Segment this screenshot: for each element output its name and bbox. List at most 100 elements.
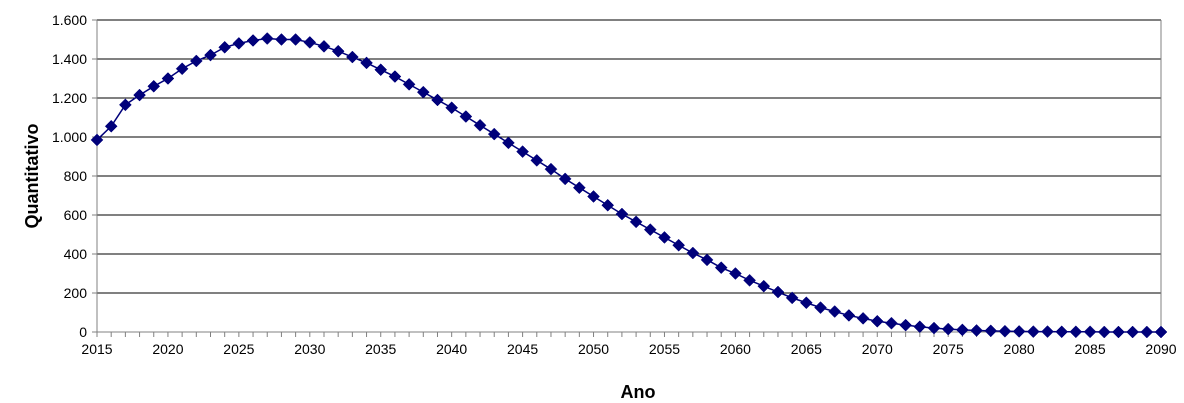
data-point-marker [743, 273, 756, 287]
data-point-marker [331, 44, 345, 58]
data-point-marker [1012, 325, 1026, 338]
y-tick-label: 1.200 [52, 90, 87, 106]
x-tick-label: 2065 [791, 341, 822, 357]
x-tick-label: 2055 [649, 341, 680, 357]
gridlines [97, 19, 1161, 294]
data-point-marker [700, 253, 714, 267]
y-tick-label: 1.000 [52, 129, 87, 145]
data-point-marker [587, 190, 600, 203]
data-point-marker [714, 261, 728, 275]
data-point-marker [147, 79, 161, 93]
y-tick-label: 800 [64, 168, 88, 184]
x-tick-label: 2050 [578, 341, 609, 357]
data-point-marker [502, 136, 515, 150]
data-point-marker [828, 305, 842, 318]
x-tick-label: 2025 [223, 341, 254, 357]
data-point-marker [799, 296, 813, 310]
data-point-marker [133, 88, 146, 102]
data-point-marker [629, 215, 643, 229]
data-point-marker [1041, 325, 1054, 338]
data-point-marker [899, 318, 912, 332]
data-point-marker [516, 145, 529, 158]
data-point-marker [360, 56, 373, 70]
data-point-marker [487, 127, 501, 141]
data-point-marker [346, 50, 359, 64]
data-point-marker [998, 324, 1012, 338]
y-tick-label: 1.600 [52, 12, 87, 28]
data-point-marker [388, 70, 402, 83]
data-point-marker [232, 37, 246, 50]
x-tick-label: 2020 [152, 341, 183, 357]
data-point-marker [970, 324, 983, 337]
data-point-marker [814, 301, 827, 314]
data-point-marker [771, 285, 785, 299]
y-tick-label: 1.400 [52, 51, 87, 67]
data-point-marker [119, 98, 132, 112]
data-point-marker [445, 101, 459, 115]
y-tick-label: 400 [64, 246, 88, 262]
data-point-marker [1083, 325, 1097, 339]
data-point-marker [856, 311, 870, 325]
series-line-group [96, 37, 1161, 333]
data-point-marker [601, 198, 615, 212]
data-point-marker [161, 72, 175, 85]
data-point-marker [189, 54, 203, 68]
x-tick-label: 2080 [1004, 341, 1035, 357]
data-point-marker [544, 162, 558, 176]
series-line [96, 37, 1161, 333]
x-tick-label: 2030 [294, 341, 325, 357]
data-point-marker [317, 39, 331, 53]
data-point-marker [1140, 325, 1154, 339]
x-tick-label: 2035 [365, 341, 396, 357]
data-point-marker [90, 133, 104, 147]
data-point-marker [885, 316, 898, 330]
data-point-marker [558, 172, 572, 186]
x-tick-label: 2090 [1145, 341, 1176, 357]
data-point-marker [175, 62, 189, 76]
data-point-marker [757, 279, 771, 293]
data-point-marker [246, 34, 260, 47]
x-tick-label: 2040 [436, 341, 467, 357]
tick-labels: 0 200 400 600 800 1.000 1.200 1.400 1.600 2015 202… [52, 12, 1177, 357]
data-point-marker [530, 154, 544, 167]
data-point-marker [473, 118, 487, 132]
data-point-marker [1097, 325, 1111, 339]
x-tick-label: 2045 [507, 341, 538, 357]
data-point-marker [870, 314, 884, 328]
x-tick-label: 2070 [862, 341, 893, 357]
x-tick-label: 2075 [933, 341, 964, 357]
data-point-marker [275, 33, 288, 46]
data-point-marker [785, 291, 799, 305]
data-point-marker [984, 324, 998, 338]
data-point-marker [303, 36, 317, 49]
data-point-marker [643, 223, 657, 236]
data-point-marker [1026, 325, 1040, 338]
data-point-marker [941, 322, 955, 336]
data-point-marker [416, 85, 430, 99]
axes [92, 19, 1162, 337]
y-axis-title: Quantitativo [22, 123, 42, 228]
data-point-marker [1154, 325, 1168, 339]
data-point-marker [729, 267, 742, 280]
x-axis-title: Ano [621, 382, 656, 402]
data-point-marker [104, 119, 118, 133]
data-point-marker [615, 207, 629, 221]
data-point-marker [842, 309, 856, 322]
data-point-marker [1069, 325, 1083, 339]
data-point-marker [218, 40, 232, 54]
data-point-marker [1126, 325, 1139, 339]
series-markers [90, 32, 1168, 339]
data-point-marker [431, 93, 444, 107]
data-point-marker [260, 32, 274, 45]
data-point-marker [927, 321, 941, 335]
data-point-marker [686, 246, 700, 260]
y-tick-label: 600 [64, 207, 88, 223]
x-tick-label: 2060 [720, 341, 751, 357]
data-point-marker [658, 231, 671, 244]
data-point-marker [289, 33, 302, 46]
y-tick-label: 200 [64, 285, 88, 301]
data-point-marker [913, 320, 927, 334]
data-point-marker [956, 323, 969, 337]
x-tick-label: 2085 [1074, 341, 1105, 357]
